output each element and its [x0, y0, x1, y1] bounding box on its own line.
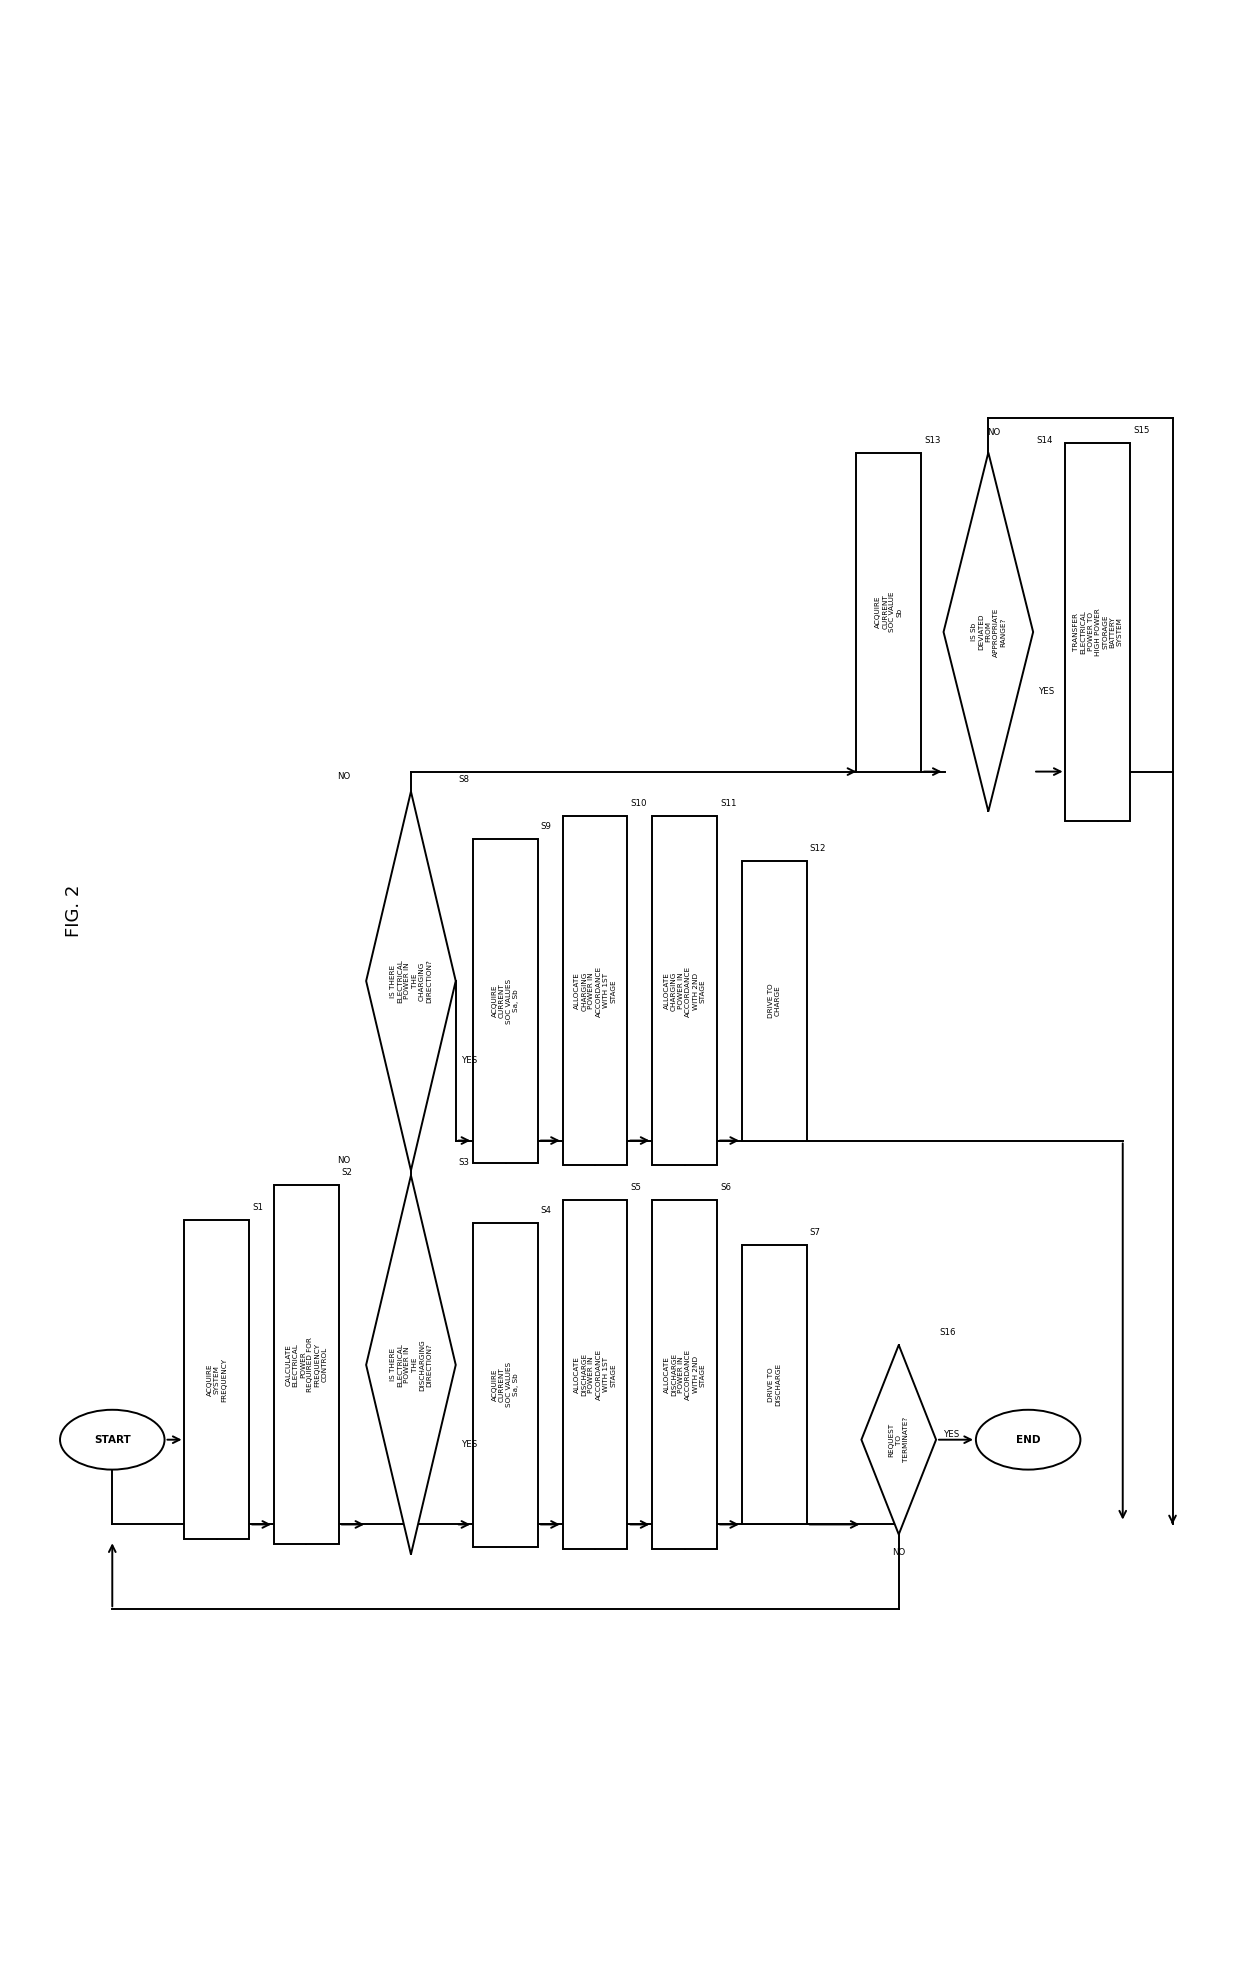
Ellipse shape [60, 1410, 165, 1469]
Text: S9: S9 [541, 822, 552, 831]
Text: YES: YES [944, 1430, 960, 1439]
Bar [1065, 443, 1130, 822]
Polygon shape [944, 453, 1033, 812]
Bar [652, 816, 717, 1165]
Text: ACQUIRE
CURRENT
SOC VALUES
Sa, Sb: ACQUIRE CURRENT SOC VALUES Sa, Sb [491, 979, 520, 1024]
Text: YES: YES [461, 1057, 477, 1065]
Text: S13: S13 [924, 435, 941, 445]
Text: ALLOCATE
DISCHARGE
POWER IN
ACCORDANCE
WITH 1ST
STAGE: ALLOCATE DISCHARGE POWER IN ACCORDANCE W… [574, 1349, 616, 1400]
Bar [563, 816, 627, 1165]
Text: NO: NO [987, 427, 999, 437]
Text: S1: S1 [252, 1204, 263, 1212]
Text: S14: S14 [1037, 435, 1053, 445]
Text: END: END [1016, 1435, 1040, 1445]
Text: YES: YES [461, 1439, 477, 1449]
Text: DRIVE TO
CHARGE: DRIVE TO CHARGE [768, 984, 781, 1018]
Text: IS THERE
ELECTRICAL
POWER IN
THE
CHARGING
DIRECTION?: IS THERE ELECTRICAL POWER IN THE CHARGIN… [389, 959, 432, 1002]
Text: ALLOCATE
DISCHARGE
POWER IN
ACCORDANCE
WITH 2ND
STAGE: ALLOCATE DISCHARGE POWER IN ACCORDANCE W… [663, 1349, 706, 1400]
Polygon shape [366, 1175, 456, 1555]
Text: ACQUIRE
CURRENT
SOC VALUE
Sb: ACQUIRE CURRENT SOC VALUE Sb [875, 592, 903, 631]
Text: S16: S16 [939, 1328, 956, 1337]
Text: S10: S10 [630, 800, 647, 808]
Text: YES: YES [1039, 686, 1055, 696]
Text: NO: NO [337, 1155, 351, 1165]
Text: S5: S5 [630, 1182, 641, 1192]
Bar [274, 1184, 339, 1545]
Text: ACQUIRE
CURRENT
SOC VALUES
Sa, Sb: ACQUIRE CURRENT SOC VALUES Sa, Sb [491, 1363, 520, 1408]
Text: REQUEST
TO
TERMINATE?: REQUEST TO TERMINATE? [889, 1418, 909, 1463]
Bar [185, 1220, 249, 1539]
Text: TRANSFER
ELECTRICAL
POWER TO
HIGH POWER
STORAGE
BATTERY
SYSTEM: TRANSFER ELECTRICAL POWER TO HIGH POWER … [1073, 608, 1122, 655]
Text: NO: NO [337, 773, 351, 780]
Text: S3: S3 [459, 1159, 470, 1167]
Text: S8: S8 [459, 775, 470, 784]
Text: S12: S12 [810, 845, 826, 853]
Text: S2: S2 [342, 1169, 352, 1177]
Bar [742, 861, 807, 1141]
Bar [652, 1200, 717, 1549]
Bar [563, 1200, 627, 1549]
Text: ALLOCATE
CHARGING
POWER IN
ACCORDANCE
WITH 2ND
STAGE: ALLOCATE CHARGING POWER IN ACCORDANCE WI… [663, 965, 706, 1016]
Bar [474, 839, 538, 1163]
Text: S6: S6 [720, 1182, 732, 1192]
Polygon shape [366, 792, 456, 1171]
Ellipse shape [976, 1410, 1080, 1469]
Text: ALLOCATE
CHARGING
POWER IN
ACCORDANCE
WITH 1ST
STAGE: ALLOCATE CHARGING POWER IN ACCORDANCE WI… [574, 965, 616, 1016]
Text: ACQUIRE
SYSTEM
FREQUENCY: ACQUIRE SYSTEM FREQUENCY [207, 1357, 227, 1402]
Text: FIG. 2: FIG. 2 [66, 884, 83, 937]
Bar [742, 1245, 807, 1524]
Text: START: START [94, 1435, 130, 1445]
Polygon shape [862, 1345, 936, 1534]
Text: DRIVE TO
DISCHARGE: DRIVE TO DISCHARGE [768, 1363, 781, 1406]
Bar [474, 1224, 538, 1547]
Text: NO: NO [892, 1547, 905, 1557]
Text: S11: S11 [720, 800, 737, 808]
Text: S15: S15 [1133, 426, 1149, 435]
Text: IS Sb
DEVIATED
FROM
APPROPRIATE
RANGE?: IS Sb DEVIATED FROM APPROPRIATE RANGE? [971, 608, 1006, 657]
Text: S4: S4 [541, 1206, 552, 1214]
Text: S7: S7 [810, 1228, 821, 1237]
Text: IS THERE
ELECTRICAL
POWER IN
THE
DISCHARGING
DIRECTION?: IS THERE ELECTRICAL POWER IN THE DISCHAR… [389, 1339, 432, 1390]
Bar [857, 453, 921, 771]
Text: CALCULATE
ELECTRICAL
POWER
REQUIRED FOR
FREQUENCY
CONTROL: CALCULATE ELECTRICAL POWER REQUIRED FOR … [285, 1337, 327, 1392]
